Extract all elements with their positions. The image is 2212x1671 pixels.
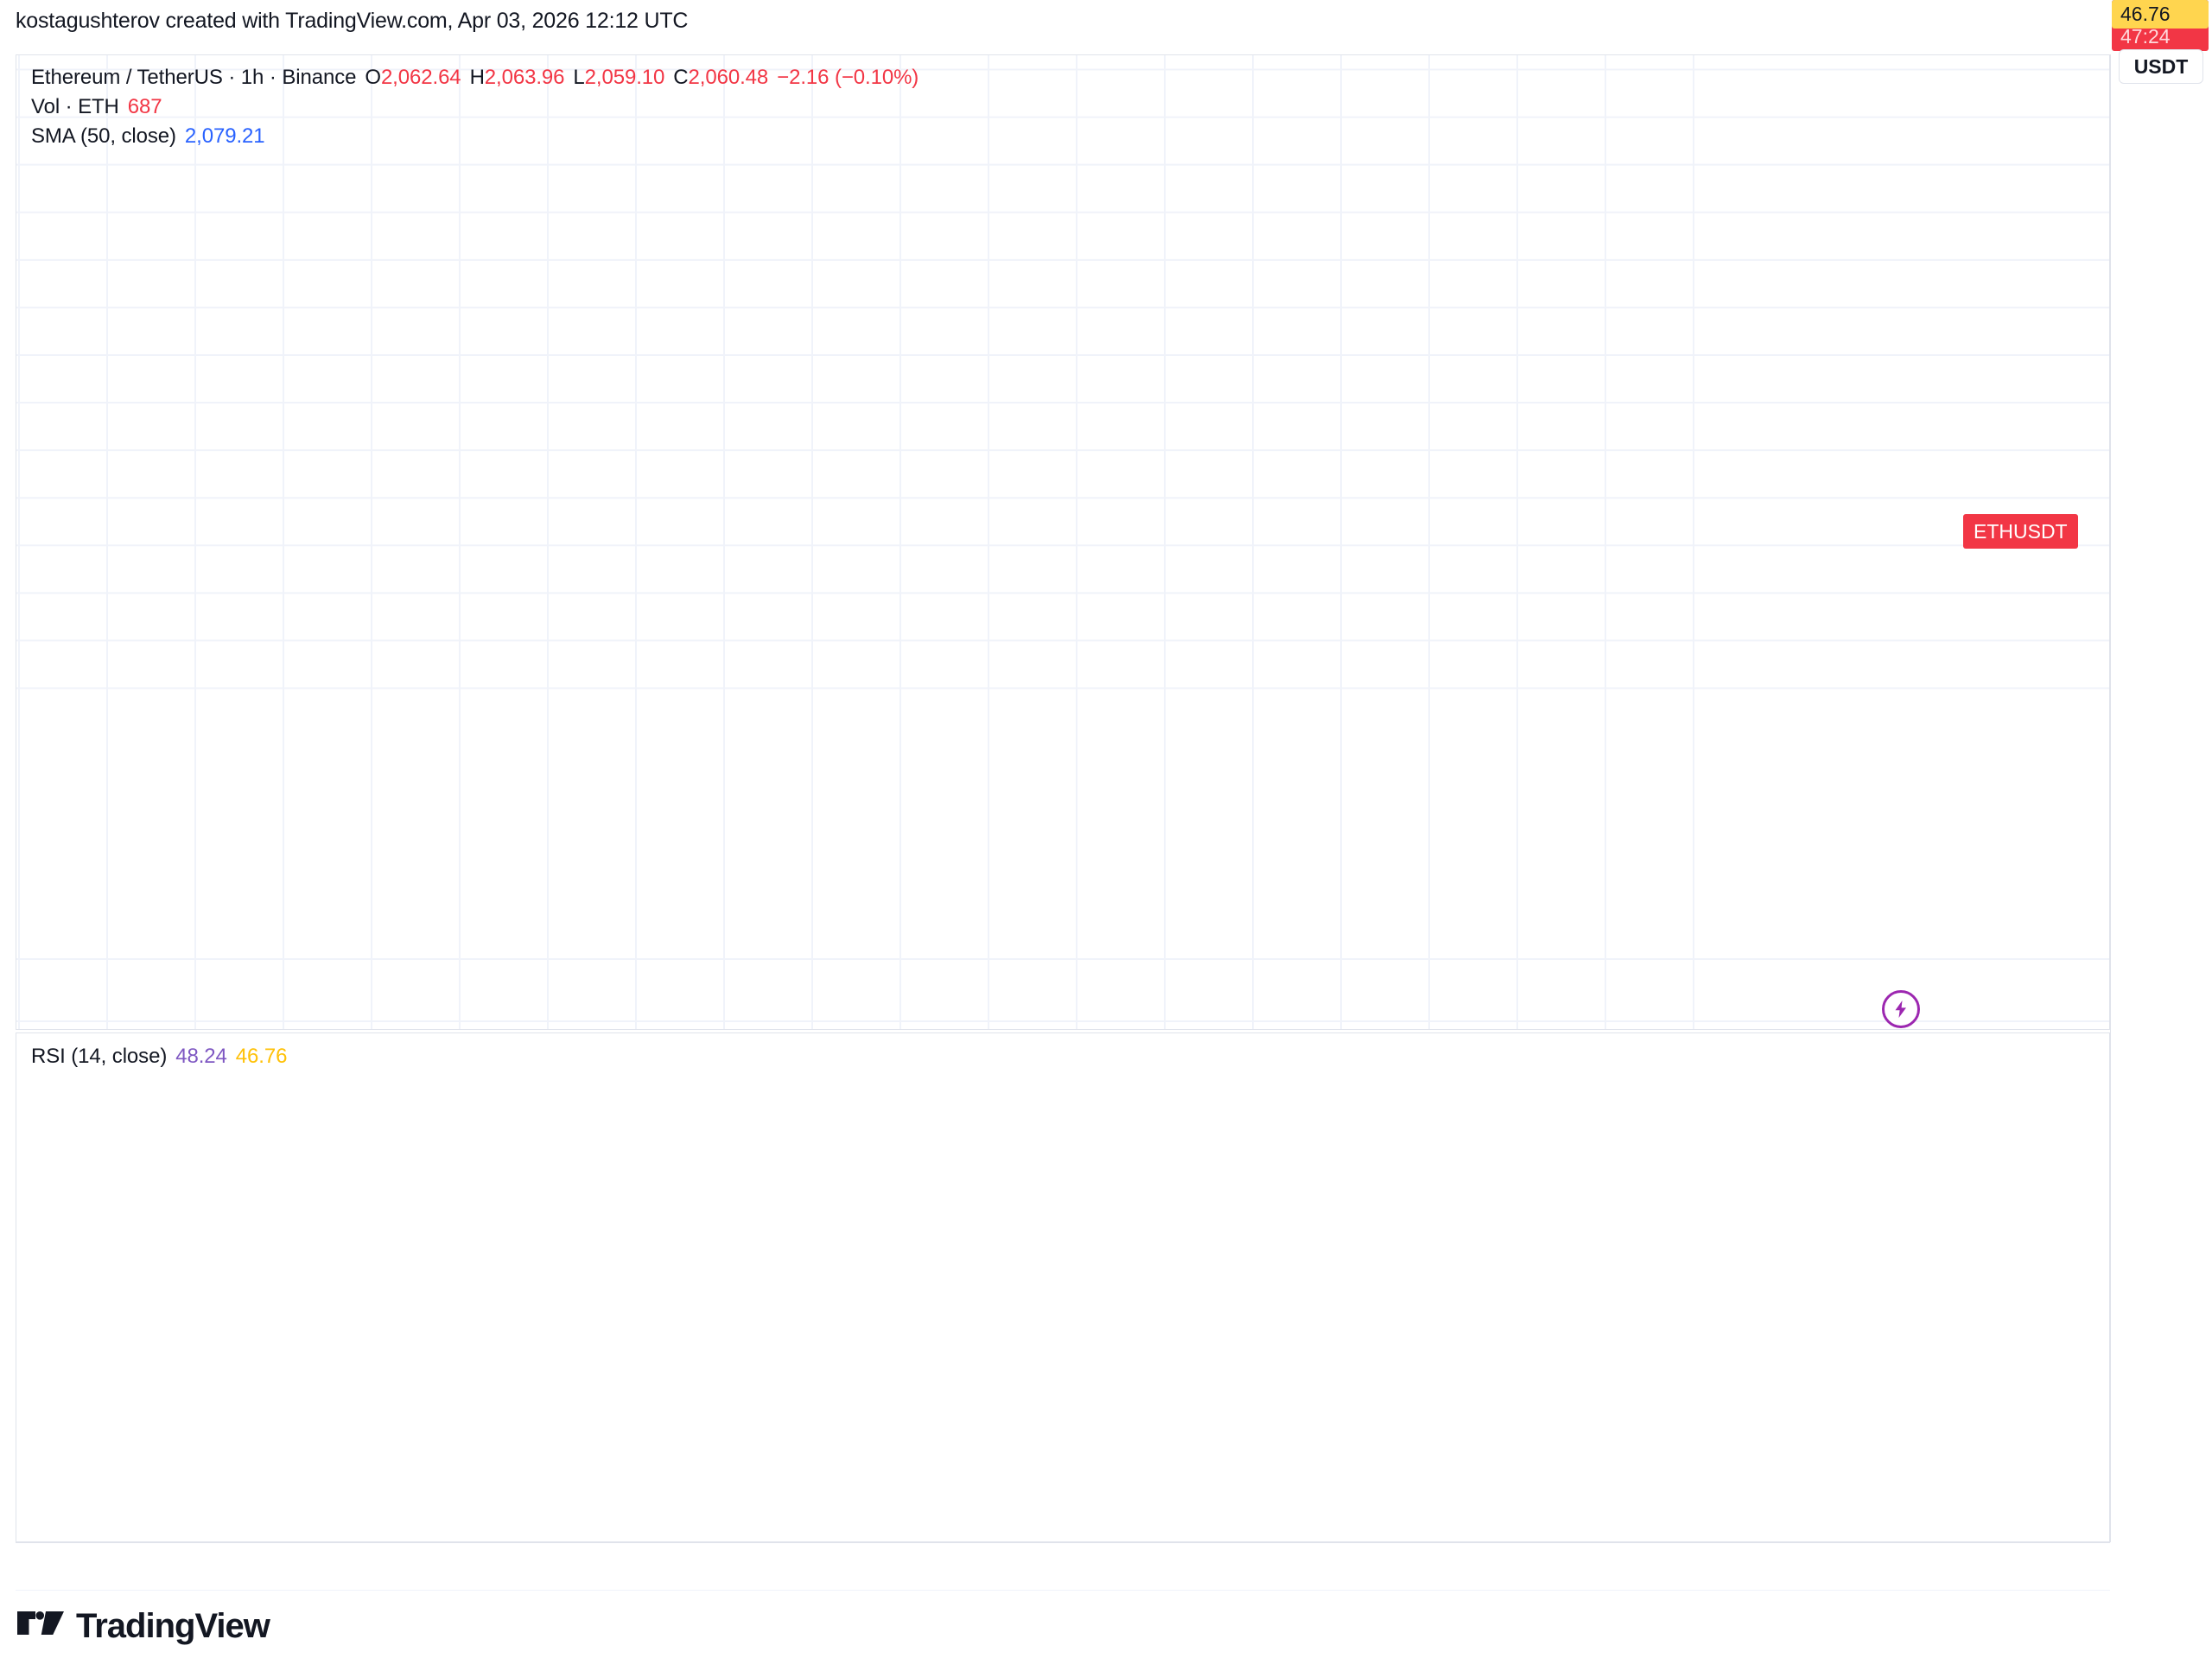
ohlc-open-value: 2,062.64 xyxy=(380,66,461,89)
rsi-pane[interactable] xyxy=(16,1032,2110,1542)
rsi-legend[interactable]: RSI (14, close) 48.24 46.76 xyxy=(31,1045,287,1069)
sma-legend-title[interactable]: SMA (50, close) xyxy=(31,124,176,148)
price-pane[interactable] xyxy=(16,54,2110,1030)
currency-pill[interactable]: USDT xyxy=(2119,49,2203,84)
legend-interval[interactable]: 1h xyxy=(240,66,264,89)
countdown-value: 47:24 xyxy=(2120,25,2171,48)
ohlc-low-label: L xyxy=(573,66,585,89)
ohlc-high-value: 2,063.96 xyxy=(484,66,565,89)
rsi-ma-value-badge[interactable]: 46.76 xyxy=(2112,0,2209,29)
time-axis[interactable] xyxy=(16,1542,2110,1591)
rsi-legend-title[interactable]: RSI (14, close) xyxy=(31,1045,168,1068)
ohlc-high-label: H xyxy=(469,66,485,89)
ohlc-low-value: 2,059.10 xyxy=(584,66,665,89)
rsi-legend-value: 48.24 xyxy=(175,1045,227,1068)
tradingview-logo-icon xyxy=(17,1611,64,1635)
tradingview-footer[interactable]: TradingView xyxy=(17,1607,270,1646)
volume-legend-value: 687 xyxy=(127,95,162,118)
right-price-axis[interactable] xyxy=(2110,54,2212,1542)
rsi-chart-canvas[interactable] xyxy=(16,1033,2109,1541)
ohlc-close-value: 2,060.48 xyxy=(688,66,769,89)
tradingview-brand: TradingView xyxy=(76,1607,270,1645)
lightning-bolt-icon[interactable] xyxy=(1882,990,1920,1028)
watermark-text: kostagushterov created with TradingView.… xyxy=(16,9,689,33)
legend-exchange[interactable]: Binance xyxy=(282,66,357,89)
legend-symbol[interactable]: Ethereum / TetherUS xyxy=(31,66,223,89)
legend-sep2: · xyxy=(264,66,283,89)
volume-legend[interactable]: Vol · ETH 687 xyxy=(31,95,162,119)
price-legend[interactable]: Ethereum / TetherUS · 1h · Binance O2,062… xyxy=(31,66,918,90)
rsi-ma-legend-value: 46.76 xyxy=(235,1045,288,1068)
ohlc-close-label: C xyxy=(673,66,689,89)
volume-legend-title[interactable]: Vol · ETH xyxy=(31,95,119,118)
ohlc-change-value: −2.16 (−0.10%) xyxy=(777,66,919,89)
legend-sep1: · xyxy=(222,66,241,89)
ohlc-open-label: O xyxy=(365,66,381,89)
symbol-price-tag[interactable]: ETHUSDT xyxy=(1963,514,2078,549)
sma-legend-value: 2,079.21 xyxy=(184,124,265,148)
price-chart-canvas[interactable] xyxy=(16,55,2109,1029)
sma-legend[interactable]: SMA (50, close) 2,079.21 xyxy=(31,124,265,149)
